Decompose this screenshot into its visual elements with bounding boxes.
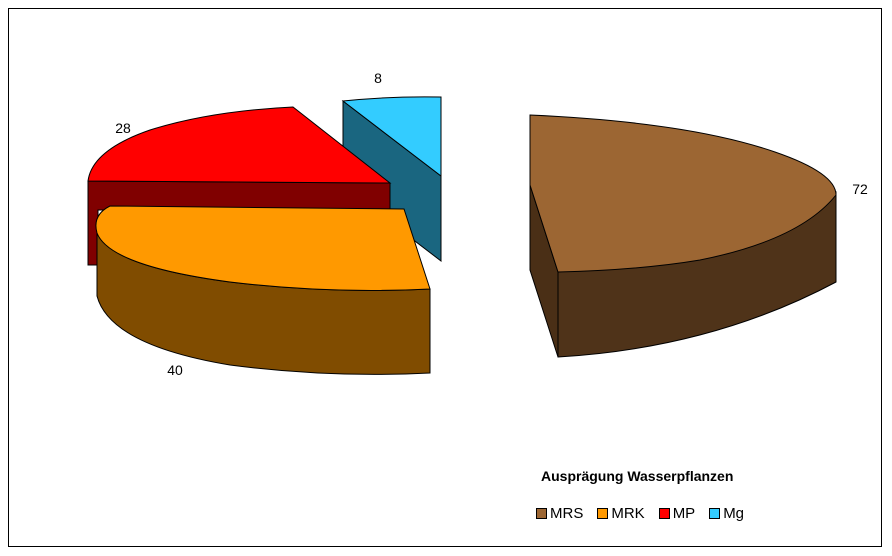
legend-title: Ausprägung Wasserpflanzen <box>541 468 734 484</box>
legend-item-mp: MP <box>658 505 696 522</box>
legend-label-mg: Mg <box>723 505 745 522</box>
pie-slice-mp-top <box>87 106 392 184</box>
pie-slice-mrs <box>529 114 837 358</box>
legend-item-mg: Mg <box>709 505 744 522</box>
legend-item-mrs: MRS <box>536 505 583 522</box>
pie-slice-mrk <box>95 205 431 375</box>
legend-swatch-mg <box>709 508 721 519</box>
pie-slice-mrk-top <box>95 205 431 291</box>
legend-label-mp: MP <box>672 505 696 522</box>
legend-label-mrk: MRK <box>611 505 645 522</box>
pie-slice-mg-top <box>341 96 442 178</box>
pie-slice-mp <box>87 106 392 266</box>
legend-item-mrk: MRK <box>597 505 645 522</box>
legend-swatch-mrk <box>597 508 609 519</box>
pie-slice-mrs-top <box>529 114 837 273</box>
data-label-mrs: 72 <box>852 181 868 197</box>
data-label-mg: 8 <box>374 70 382 86</box>
legend-label-mrs: MRS <box>550 505 584 522</box>
legend-swatch-mp <box>658 508 670 519</box>
data-label-mp: 28 <box>115 120 131 136</box>
legend-swatch-mrs <box>536 508 547 519</box>
pie-slice-mg <box>341 96 442 263</box>
data-label-mrk: 40 <box>167 362 183 378</box>
chart-legend: MRS MRK MP Mg <box>536 505 758 522</box>
